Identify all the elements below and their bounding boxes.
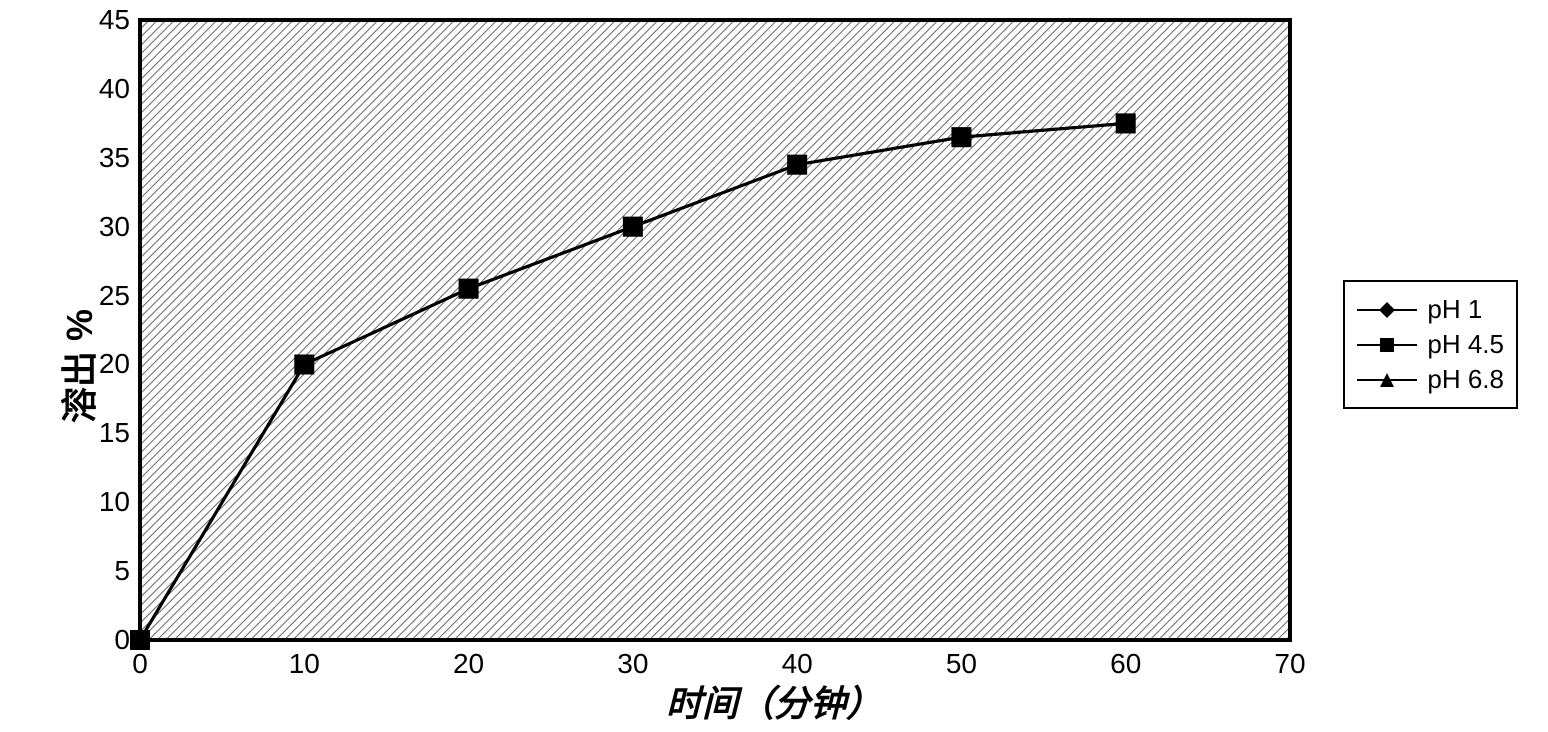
y-tick: 25 [80, 280, 130, 312]
x-tick: 20 [453, 648, 484, 680]
legend-item-ph1: pH 1 [1357, 294, 1504, 325]
y-tick: 0 [80, 624, 130, 656]
y-tick: 35 [80, 142, 130, 174]
x-axis-label: 时间（分钟） [666, 675, 882, 727]
x-tick: 60 [1110, 648, 1141, 680]
y-tick: 40 [80, 73, 130, 105]
x-tick: 10 [289, 648, 320, 680]
plot-area: 051015202530354045 010203040506070 [140, 20, 1290, 640]
legend-label: pH 4.5 [1427, 329, 1504, 360]
legend-marker-triangle [1357, 370, 1417, 390]
x-tick: 50 [946, 648, 977, 680]
x-tick: 30 [617, 648, 648, 680]
y-tick: 20 [80, 348, 130, 380]
legend-item-ph68: pH 6.8 [1357, 364, 1504, 395]
legend-label: pH 1 [1427, 294, 1482, 325]
legend-item-ph45: pH 4.5 [1357, 329, 1504, 360]
y-tick: 30 [80, 211, 130, 243]
y-tick: 45 [80, 4, 130, 36]
x-tick: 70 [1274, 648, 1305, 680]
x-tick: 0 [132, 648, 148, 680]
plot-background [140, 20, 1290, 640]
y-tick: 10 [80, 486, 130, 518]
legend-label: pH 6.8 [1427, 364, 1504, 395]
legend-marker-square [1357, 335, 1417, 355]
chart-svg [140, 20, 1290, 640]
y-tick: 5 [80, 555, 130, 587]
y-tick: 15 [80, 417, 130, 449]
legend-marker-diamond [1357, 300, 1417, 320]
legend: pH 1 pH 4.5 pH 6.8 [1343, 280, 1518, 409]
